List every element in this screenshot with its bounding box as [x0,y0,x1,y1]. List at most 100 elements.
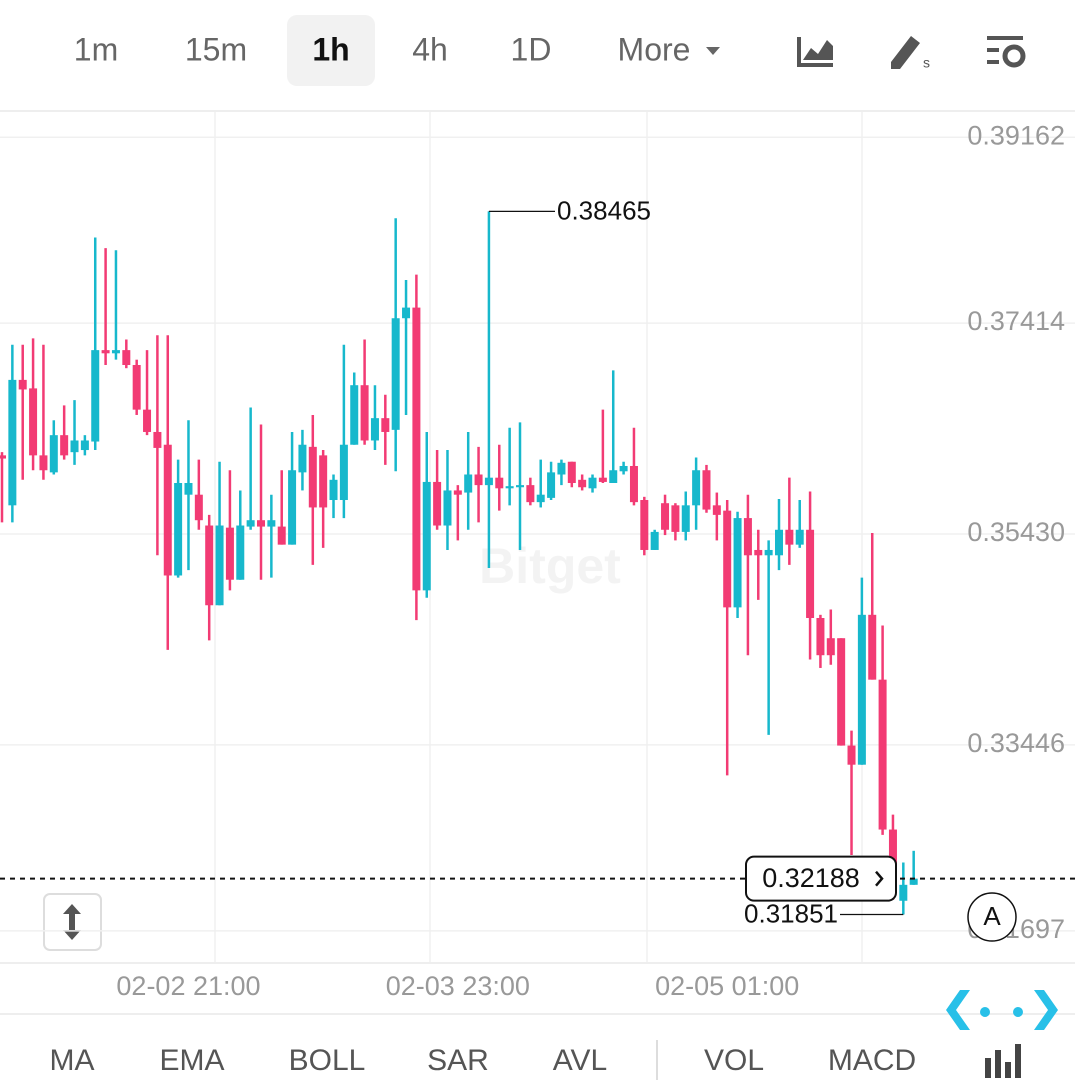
candle-body [826,638,835,656]
candle-body [111,350,120,354]
candle-body [205,525,214,606]
x-tick-label: 02-05 01:00 [655,971,799,1001]
candle-body [847,745,856,765]
candle-body [712,505,721,515]
candle-body [0,455,6,459]
candle-body [163,444,172,576]
candle-body [816,618,825,656]
candle-body [806,529,815,619]
candle-body [909,878,918,885]
candle-body [360,385,369,441]
candle-body [619,465,628,472]
candle-body [629,465,638,503]
candle-body [18,379,27,390]
candle-body [857,614,866,765]
candle-body [609,470,618,483]
candle-body [650,531,659,550]
candle-body [80,440,89,451]
candle-body [60,435,69,456]
indicator-tab[interactable]: AVL [553,1044,607,1077]
indicator-tab[interactable]: SAR [427,1044,489,1077]
candle-body [743,518,752,556]
candle-body [723,510,732,608]
candle-body [339,444,348,501]
candle-body [567,461,576,483]
candle-body [350,385,359,445]
candle-body [153,431,162,448]
indicator-tab[interactable]: MA [50,1044,95,1077]
candle-body [39,455,48,471]
candle-body [443,490,452,526]
draw-icon-s: s [923,55,930,71]
candle-body [8,379,17,506]
watermark: Bitget [479,538,621,594]
draw-icon[interactable] [891,36,920,69]
interval-tab[interactable]: 15m [185,31,247,67]
indicator-tab[interactable]: EMA [159,1044,224,1077]
interval-tab[interactable]: 4h [412,31,448,67]
candle-body [640,500,649,550]
settings-icon[interactable] [987,36,1023,64]
more-caret [706,47,720,55]
candle-body [29,388,38,456]
candle-body [70,440,79,453]
collapse-button[interactable] [43,893,102,951]
candle-body [785,529,794,545]
indicator-tab[interactable]: BOLL [289,1044,366,1077]
candle-body [464,474,473,493]
candle-body [402,307,411,319]
candle-body [257,520,265,527]
high-label: 0.38465 [557,195,651,225]
candle-body [101,350,110,354]
x-tick-label: 02-03 23:00 [386,971,530,1001]
candle-body [132,365,141,410]
candle-body [453,490,462,495]
x-tick-label: 02-02 21:00 [116,971,260,1001]
candle-body [899,884,908,901]
candle-body [578,479,587,488]
indicator-tab[interactable]: MACD [828,1044,916,1077]
candle-body [267,520,276,527]
candle-body [505,486,514,489]
chart-type-icon[interactable] [797,37,833,67]
candle-body [888,829,897,870]
candle-body [516,485,524,488]
candle-body [91,350,100,442]
candle-body [236,525,245,580]
last-price-chevron [875,870,884,887]
annotations: 0.38465 0.31851 0.32188 [0,195,1075,928]
logo-bars [985,1044,1021,1078]
candle-body [775,529,783,556]
last-price-label: 0.32188 [762,863,860,893]
indicator-tab[interactable]: VOL [704,1044,764,1077]
candle-body [868,614,877,680]
candle-body [474,474,483,486]
settings-gear [1002,44,1026,68]
candle-body [412,307,421,591]
candle-body [681,505,690,532]
y-tick-label: 0.37414 [967,306,1065,336]
candle-body [308,446,317,508]
interval-tab[interactable]: 1h [312,31,349,67]
y-tick-label: 0.39162 [967,120,1065,150]
candle-body [733,518,742,608]
candle-body [536,494,545,503]
last-price-box[interactable] [745,855,897,902]
candle-body [381,418,390,432]
logo-dot [980,1007,990,1017]
candles [0,211,918,915]
candle-body [837,638,846,746]
more-tab[interactable]: More [618,31,691,67]
candle-body [225,527,234,580]
interval-tab[interactable]: 1m [74,31,118,67]
toolbar-icons: s [797,36,1026,71]
candle-body [298,444,307,473]
interval-tab[interactable]: 1D [511,31,552,67]
candle-body [702,470,711,510]
app-logo [946,990,1058,1078]
candle-body [495,477,504,489]
scale-button[interactable] [967,892,1017,942]
y-tick-label: 0.33446 [967,728,1065,758]
